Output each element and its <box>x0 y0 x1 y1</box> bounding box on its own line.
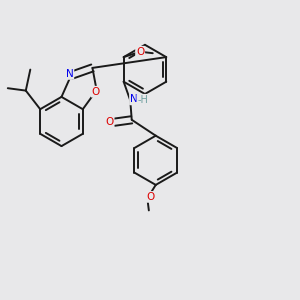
Text: N: N <box>130 94 138 104</box>
Text: -H: -H <box>137 95 148 105</box>
Text: O: O <box>92 87 100 97</box>
Text: O: O <box>136 47 144 57</box>
Text: N: N <box>66 69 74 79</box>
Text: O: O <box>146 192 154 202</box>
Text: O: O <box>105 117 114 127</box>
